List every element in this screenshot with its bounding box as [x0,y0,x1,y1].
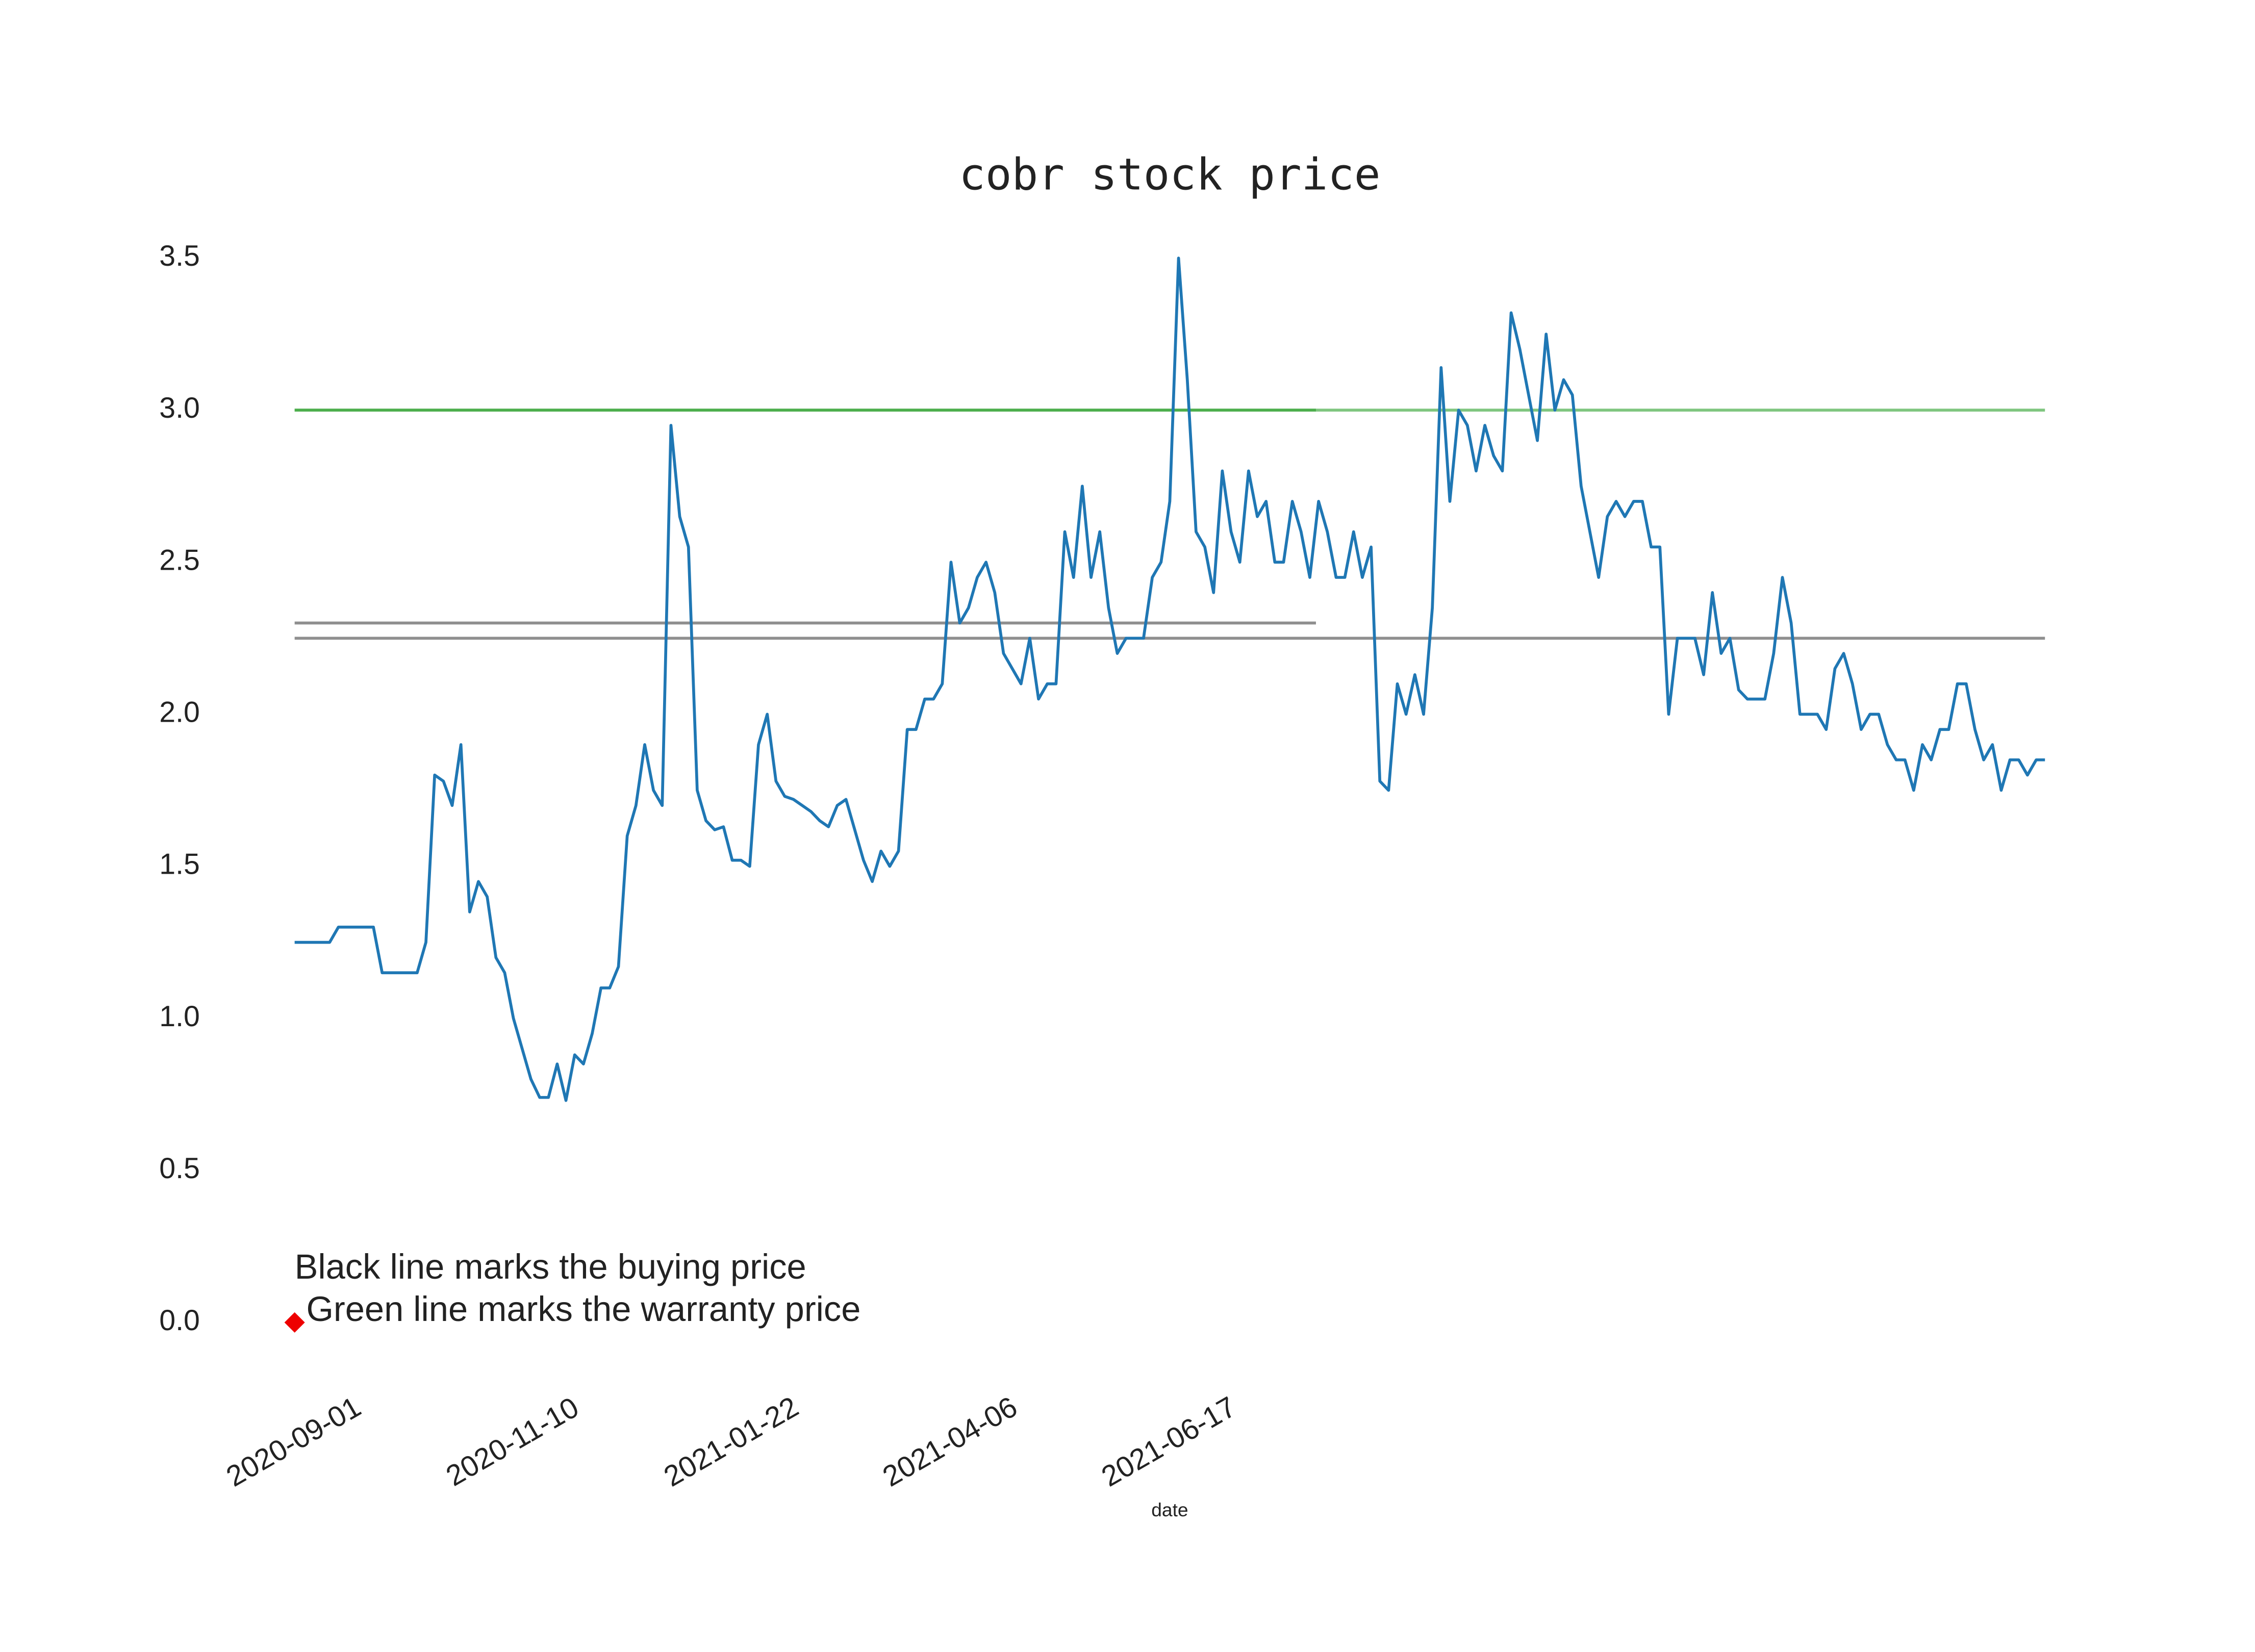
chart-title: cobr stock price [959,149,1380,200]
annotation: Black line marks the buying price [295,1247,806,1286]
y-tick-label: 1.0 [159,1000,199,1033]
x-tick-label: 2020-09-01 [221,1390,366,1493]
x-tick-label: 2021-01-22 [658,1390,804,1493]
y-tick-label: 0.0 [159,1304,199,1337]
y-tick-label: 0.5 [159,1152,199,1185]
y-tick-label: 2.5 [159,544,199,576]
x-tick-label: 2020-11-10 [441,1391,585,1493]
x-tick-label: 2021-04-06 [877,1390,1023,1493]
y-tick-label: 3.0 [159,392,199,424]
x-tick-label: 2021-06-17 [1096,1390,1241,1493]
y-tick-label: 2.0 [159,696,199,729]
y-tick-label: 3.5 [159,240,199,272]
x-axis-label: date [1151,1499,1188,1520]
price-line [294,257,2045,1102]
marker [284,1312,305,1333]
annotation: Green line marks the warranty price [307,1289,861,1329]
y-tick-label: 1.5 [159,848,199,881]
